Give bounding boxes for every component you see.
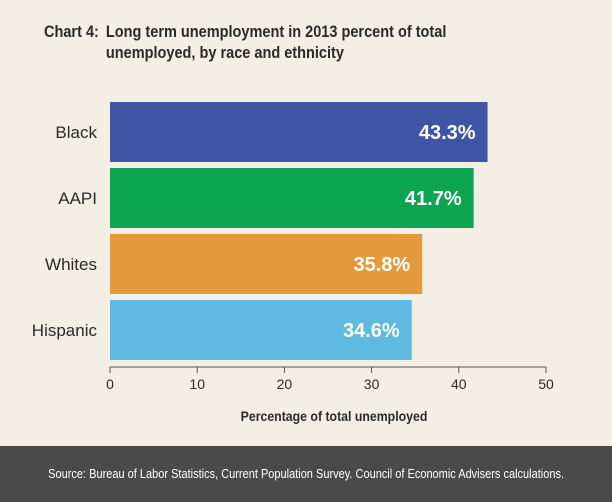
category-label-whites: Whites: [45, 255, 97, 274]
chart-title: Chart 4: Long term unemployment in 2013 …: [44, 22, 519, 64]
source-footer: Source: Bureau of Labor Statistics, Curr…: [0, 446, 612, 502]
data-label-black: 43.3%: [419, 122, 476, 144]
chart-title-text: Long term unemployment in 2013 percent o…: [105, 23, 447, 62]
bar-whites: [110, 234, 423, 294]
x-tick-label-10: 10: [189, 376, 205, 392]
data-label-whites: 35.8%: [353, 254, 410, 276]
data-label-aapi: 41.7%: [405, 188, 462, 210]
category-label-aapi: AAPI: [58, 189, 97, 208]
data-label-hispanic: 34.6%: [343, 320, 400, 342]
x-tick-label-40: 40: [451, 376, 467, 392]
x-axis-label: Percentage of total unemployed: [241, 408, 428, 424]
source-note: Source: Bureau of Labor Statistics, Curr…: [48, 467, 564, 481]
x-axis: 0 10 20 30 40 50: [106, 366, 554, 392]
x-tick-label-0: 0: [106, 376, 114, 392]
category-label-hispanic: Hispanic: [32, 321, 98, 340]
bars-layer: 43.3% Black 41.7% AAPI 35.8% Whites 34.6% Hispa…: [32, 102, 488, 360]
bar-hispanic: [110, 300, 412, 360]
bar-chart: 43.3% Black 41.7% AAPI 35.8% Whites 34.6% Hispa…: [32, 102, 554, 424]
bar-aapi: [110, 168, 474, 228]
category-label-black: Black: [55, 123, 97, 142]
bar-black: [110, 102, 488, 162]
x-tick-label-30: 30: [364, 376, 380, 392]
x-tick-label-50: 50: [538, 376, 554, 392]
chart-number: Chart 4:: [44, 23, 99, 41]
x-tick-label-20: 20: [277, 376, 293, 392]
